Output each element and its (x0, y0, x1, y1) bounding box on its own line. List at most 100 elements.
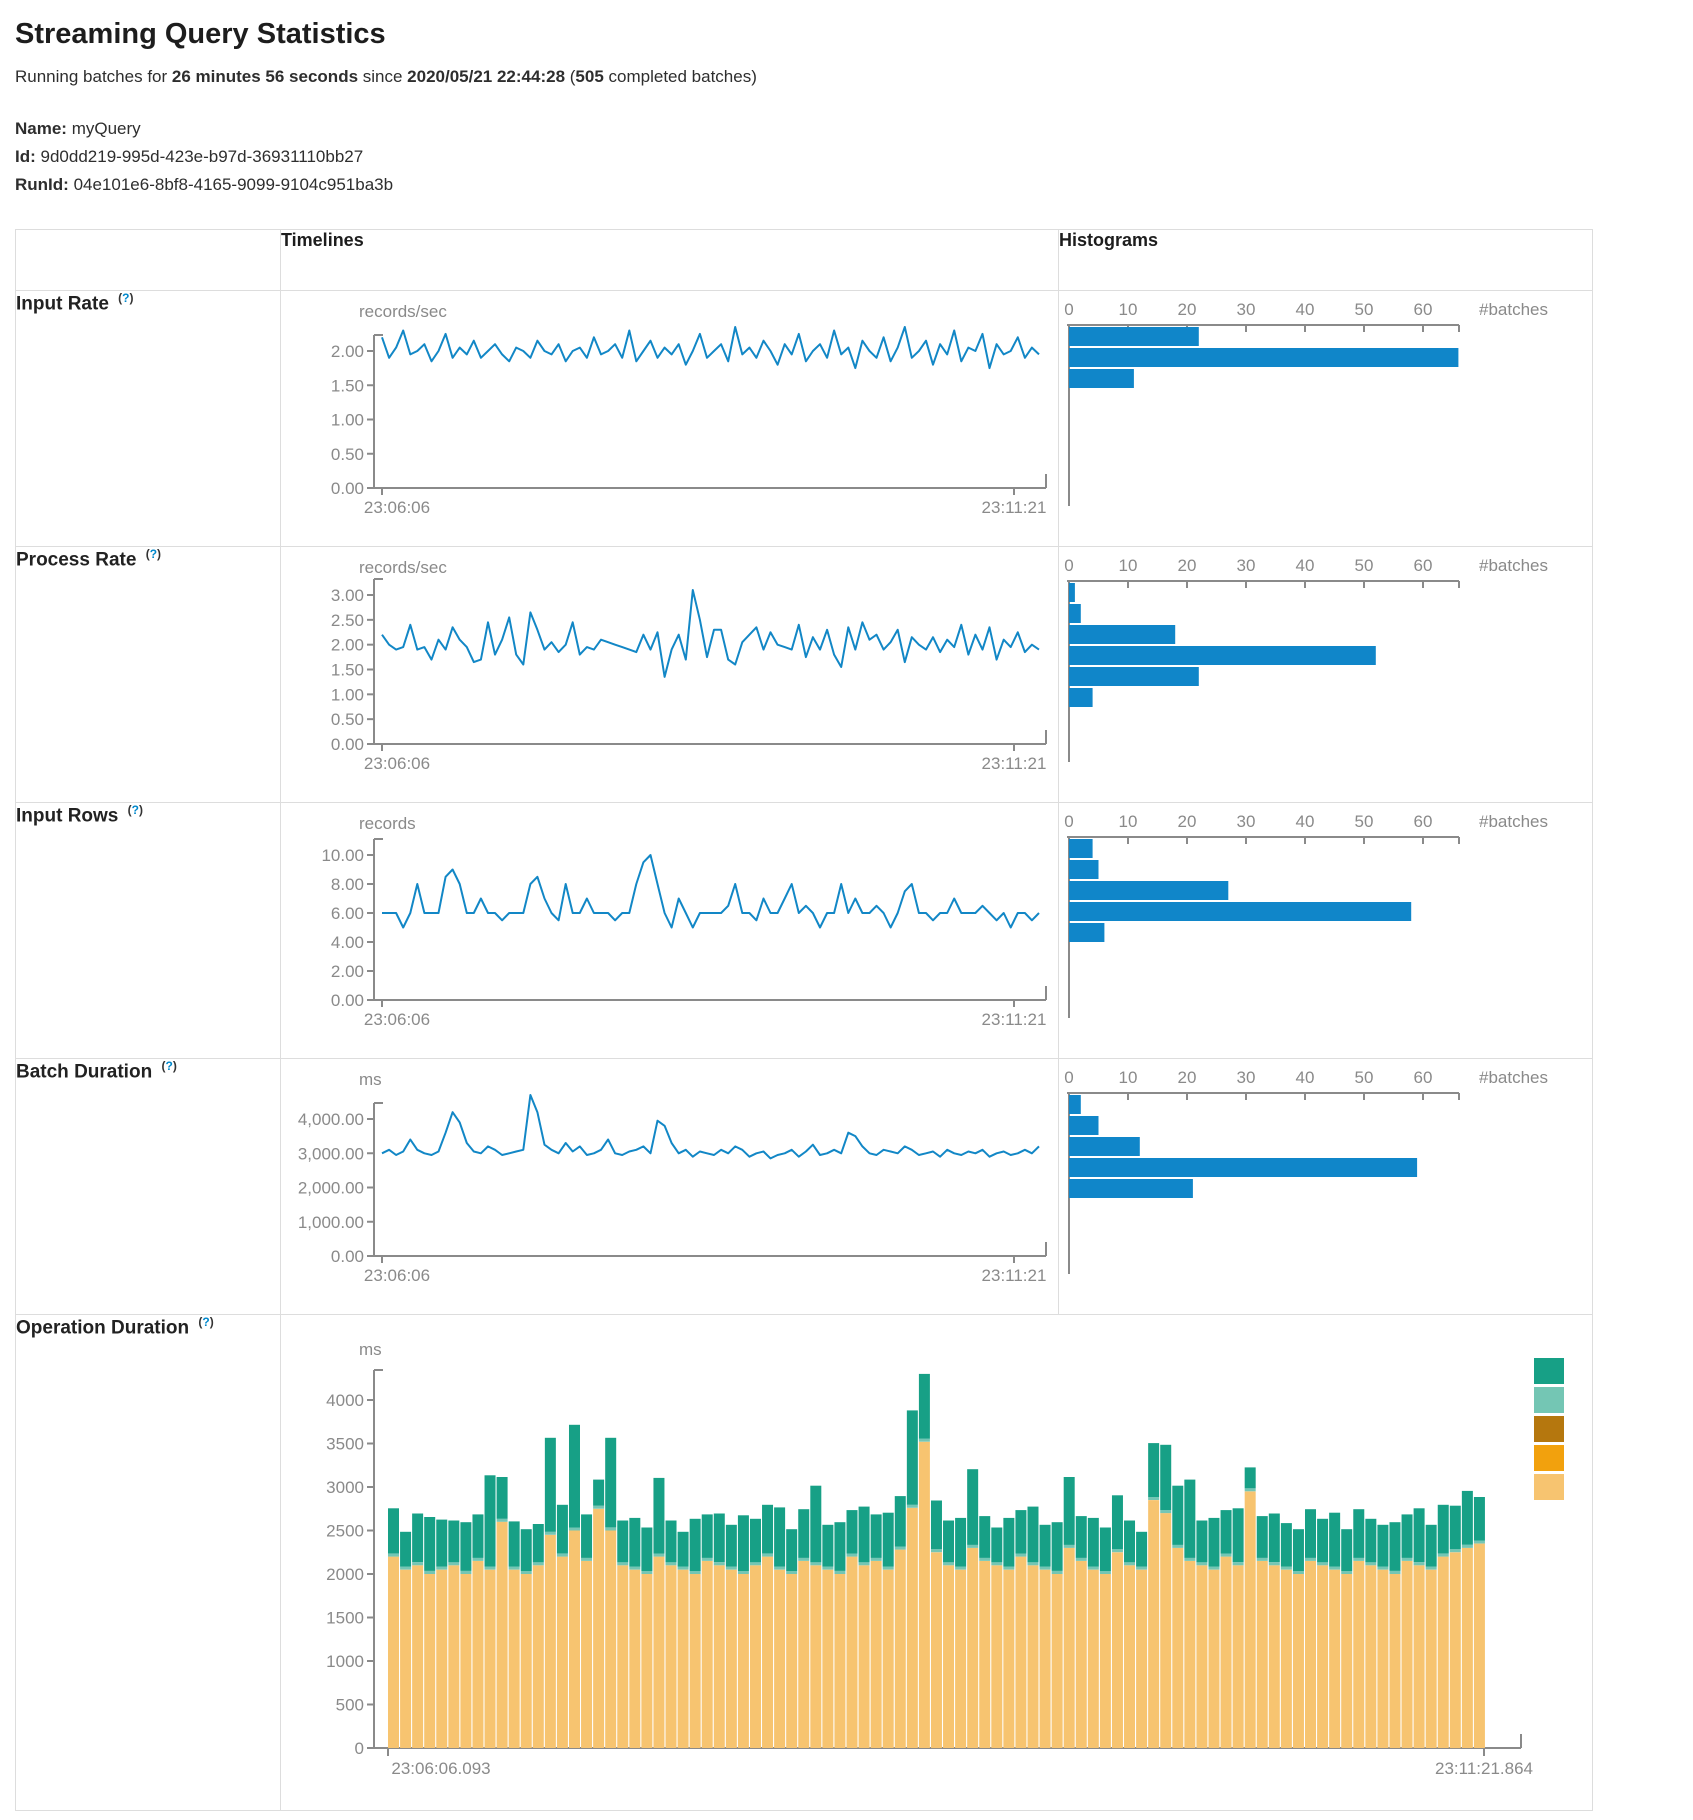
histogram-tick-label: 20 (1178, 556, 1197, 575)
histogram-bar (1069, 1158, 1418, 1177)
histogram-tick-label: 30 (1237, 812, 1256, 831)
y-tick-label: 4,000.00 (298, 1110, 364, 1129)
stacked-bar-tan-segment (629, 1569, 641, 1748)
histogram-tick-label: 60 (1414, 300, 1433, 319)
x-start-label: 23:06:06 (364, 498, 430, 517)
stacked-bar-tan-segment (677, 1569, 689, 1748)
process-rate-help-icon[interactable]: (?) (145, 547, 162, 561)
stacked-bar-sliver-segment (1220, 1553, 1232, 1557)
stacked-bar-tan-segment (1003, 1569, 1015, 1748)
batches-axis-label: #batches (1479, 300, 1548, 319)
histogram-bar (1069, 667, 1199, 686)
stacked-bar-tan-segment (955, 1569, 967, 1748)
legend-swatch-teal (1534, 1358, 1564, 1384)
timeline-unit-label: records/sec (359, 558, 447, 577)
input-rows-label: Input Rows (16, 805, 119, 827)
stacked-bar-teal-segment (1051, 1522, 1063, 1571)
stacked-bar-sliver-segment (894, 1546, 906, 1550)
stacked-bar-teal-segment (677, 1531, 689, 1567)
histogram-tick-label: 50 (1355, 1068, 1374, 1087)
stacked-bar-tan-segment (810, 1565, 822, 1748)
stacked-bar-teal-segment (786, 1529, 798, 1571)
histogram-tick-label: 30 (1237, 556, 1256, 575)
stacked-bar-teal-segment (1111, 1495, 1123, 1550)
stacked-bar-sliver-segment (629, 1566, 641, 1570)
stacked-bar-sliver-segment (581, 1557, 593, 1561)
stacked-bar-tan-segment (1341, 1574, 1353, 1748)
stacked-bar-tan-segment (472, 1561, 484, 1748)
stacked-bar-tan-segment (1063, 1547, 1075, 1748)
stacked-bar-sliver-segment (1208, 1566, 1220, 1570)
stacked-bar-teal-segment (810, 1485, 822, 1563)
stacked-bar-teal-segment (1244, 1467, 1256, 1489)
stacked-bar-sliver-segment (991, 1562, 1003, 1566)
stacked-bar-sliver-segment (448, 1562, 460, 1566)
timeline-unit-label: records/sec (359, 302, 447, 321)
stacked-bar-tan-segment (930, 1552, 942, 1749)
stacked-bar-tan-segment (701, 1561, 713, 1748)
input-rate-help-icon[interactable]: (?) (118, 291, 134, 305)
stacked-bar-teal-segment (943, 1520, 955, 1563)
stacked-bar-teal-segment (1172, 1485, 1184, 1545)
histogram-tick-label: 60 (1414, 812, 1433, 831)
stacked-bar-teal-segment (858, 1506, 870, 1563)
stacked-bar-tan-segment (1425, 1569, 1437, 1748)
stacked-bar-teal-segment (593, 1479, 605, 1506)
stacked-bar-tan-segment (1220, 1556, 1232, 1748)
stacked-bar-teal-segment (1208, 1517, 1220, 1567)
stacked-bar-tan-segment (1196, 1565, 1208, 1748)
stacked-bar-tan-segment (436, 1569, 448, 1748)
stacked-bar-sliver-segment (967, 1544, 979, 1548)
stacked-bar-tan-segment (1027, 1565, 1039, 1748)
histogram-tick-label: 0 (1064, 1068, 1073, 1087)
y-tick-label: 0.50 (331, 445, 364, 464)
query-id-value: 9d0dd219-995d-423e-b97d-36931110bb27 (40, 147, 364, 166)
stacked-bar-tan-segment (798, 1561, 810, 1748)
stacked-bar-teal-segment (388, 1508, 399, 1554)
stacked-bar-tan-segment (496, 1521, 508, 1748)
histogram-tick-label: 0 (1064, 300, 1073, 319)
operation-duration-help-icon[interactable]: (?) (198, 1315, 214, 1329)
stacked-bar-tan-segment (762, 1556, 774, 1748)
stacked-bar-sliver-segment (834, 1571, 846, 1574)
stacked-bar-tan-segment (1268, 1565, 1280, 1748)
stacked-bar-teal-segment (1425, 1524, 1437, 1567)
histogram-bar (1069, 369, 1134, 388)
stacked-bar-teal-segment (689, 1518, 701, 1571)
stacked-bar-tan-segment (1461, 1547, 1473, 1748)
input-rows-help-icon[interactable]: (?) (127, 803, 144, 817)
batch-duration-help-icon[interactable]: (?) (161, 1059, 177, 1073)
stacked-bar-teal-segment (967, 1469, 979, 1545)
stacked-bar-tan-segment (532, 1565, 544, 1748)
stacked-bar-teal-segment (568, 1424, 580, 1528)
stacked-bar-sliver-segment (593, 1505, 605, 1509)
stacked-bar-sliver-segment (1437, 1553, 1449, 1557)
timeline-line (382, 854, 1040, 929)
x-start-label: 23:06:06 (364, 1010, 430, 1029)
stacked-bar-teal-segment (1329, 1512, 1341, 1567)
stacked-bar-tan-segment (846, 1556, 858, 1748)
histogram-bar (1069, 839, 1093, 858)
stacked-bar-tan-segment (822, 1569, 834, 1748)
stacked-bar-tan-segment (1136, 1569, 1148, 1748)
stacked-bar-teal-segment (918, 1373, 930, 1439)
stacked-bar-sliver-segment (1449, 1549, 1461, 1553)
stacked-bar-tan-segment (1244, 1491, 1256, 1748)
stacked-bar-teal-segment (1075, 1516, 1087, 1558)
histogram-bar (1069, 348, 1459, 367)
histogram-bar (1069, 688, 1093, 707)
stacked-bar-tan-segment (1401, 1561, 1413, 1748)
x-end-label: 23:11:21 (982, 1010, 1047, 1029)
stacked-bar-sliver-segment (822, 1566, 834, 1570)
x-end-label: 23:11:21.864 (1435, 1759, 1533, 1778)
stacked-bar-tan-segment (544, 1534, 556, 1748)
stacked-bar-sliver-segment (1401, 1557, 1413, 1561)
y-tick-label: 6.00 (331, 904, 364, 923)
stacked-bar-sliver-segment (1413, 1562, 1425, 1566)
y-tick-label: 0.00 (331, 479, 364, 498)
stacked-bar-teal-segment (605, 1437, 617, 1528)
y-tick-label: 4.00 (331, 933, 364, 952)
row-label-cell: Batch Duration (?) (15, 1058, 281, 1315)
stacked-bar-tan-segment (1449, 1552, 1461, 1749)
y-tick-label: 1.00 (331, 411, 364, 430)
